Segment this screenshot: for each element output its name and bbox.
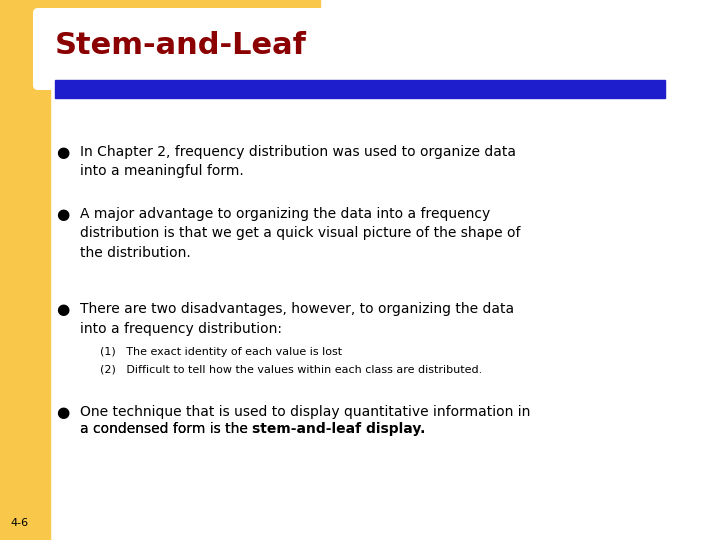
Text: ●: ● (56, 302, 70, 317)
Text: One technique that is used to display quantitative information in: One technique that is used to display qu… (80, 405, 531, 419)
Text: There are two disadvantages, however, to organizing the data
into a frequency di: There are two disadvantages, however, to… (80, 302, 514, 335)
Text: Stem-and-Leaf: Stem-and-Leaf (55, 30, 307, 59)
Text: ●: ● (56, 405, 70, 420)
Bar (0, 0, 320, 80)
Text: (2)   Difficult to tell how the values within each class are distributed.: (2) Difficult to tell how the values wit… (100, 365, 482, 375)
Text: A major advantage to organizing the data into a frequency
distribution is that w: A major advantage to organizing the data… (80, 207, 521, 260)
FancyBboxPatch shape (33, 8, 687, 90)
Bar (0, 0, 50, 540)
Text: stem-and-leaf display.: stem-and-leaf display. (252, 422, 426, 436)
Text: ●: ● (56, 145, 70, 160)
Bar (55, 80, 665, 98)
Text: In Chapter 2, frequency distribution was used to organize data
into a meaningful: In Chapter 2, frequency distribution was… (80, 145, 516, 179)
Text: 4-6: 4-6 (10, 518, 28, 528)
Text: ●: ● (56, 207, 70, 222)
Text: a condensed form is the: a condensed form is the (80, 422, 252, 436)
Text: a condensed form is the: a condensed form is the (80, 422, 252, 436)
Text: (1)   The exact identity of each value is lost: (1) The exact identity of each value is … (100, 347, 342, 357)
